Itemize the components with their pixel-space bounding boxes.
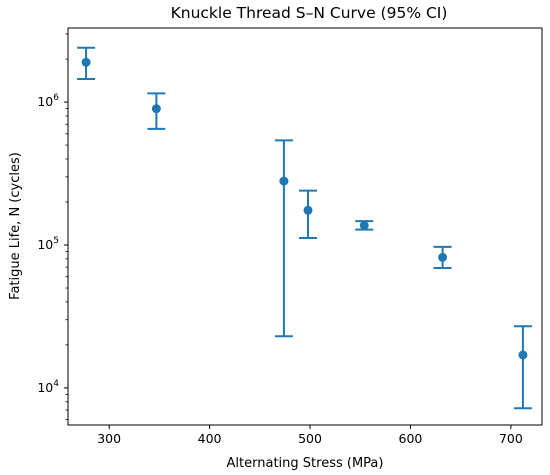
x-tick-label: 500 [298,431,322,446]
y-tick-label: 106 [37,93,59,109]
chart-title: Knuckle Thread S–N Curve (95% CI) [171,4,448,22]
x-tick-label: 700 [499,431,523,446]
plot-area [77,46,532,410]
x-axis-label: Alternating Stress (MPa) [227,456,384,471]
data-point [279,176,289,186]
y-axis: 104 105 106 [37,33,68,420]
data-point [151,104,161,114]
x-tick-label: 400 [198,431,222,446]
y-axis-label: Fatigue Life, N (cycles) [8,152,23,300]
x-axis: 300 400 500 600 700 [97,425,523,446]
data-point [359,220,369,230]
data-point [303,205,313,215]
x-tick-label: 600 [399,431,423,446]
y-tick-label: 104 [37,379,59,395]
y-tick-label: 105 [37,236,59,252]
data-point [438,252,448,262]
plot-frame [67,27,543,426]
x-tick-label: 300 [97,431,121,446]
data-point [81,57,91,67]
data-point [518,350,528,360]
